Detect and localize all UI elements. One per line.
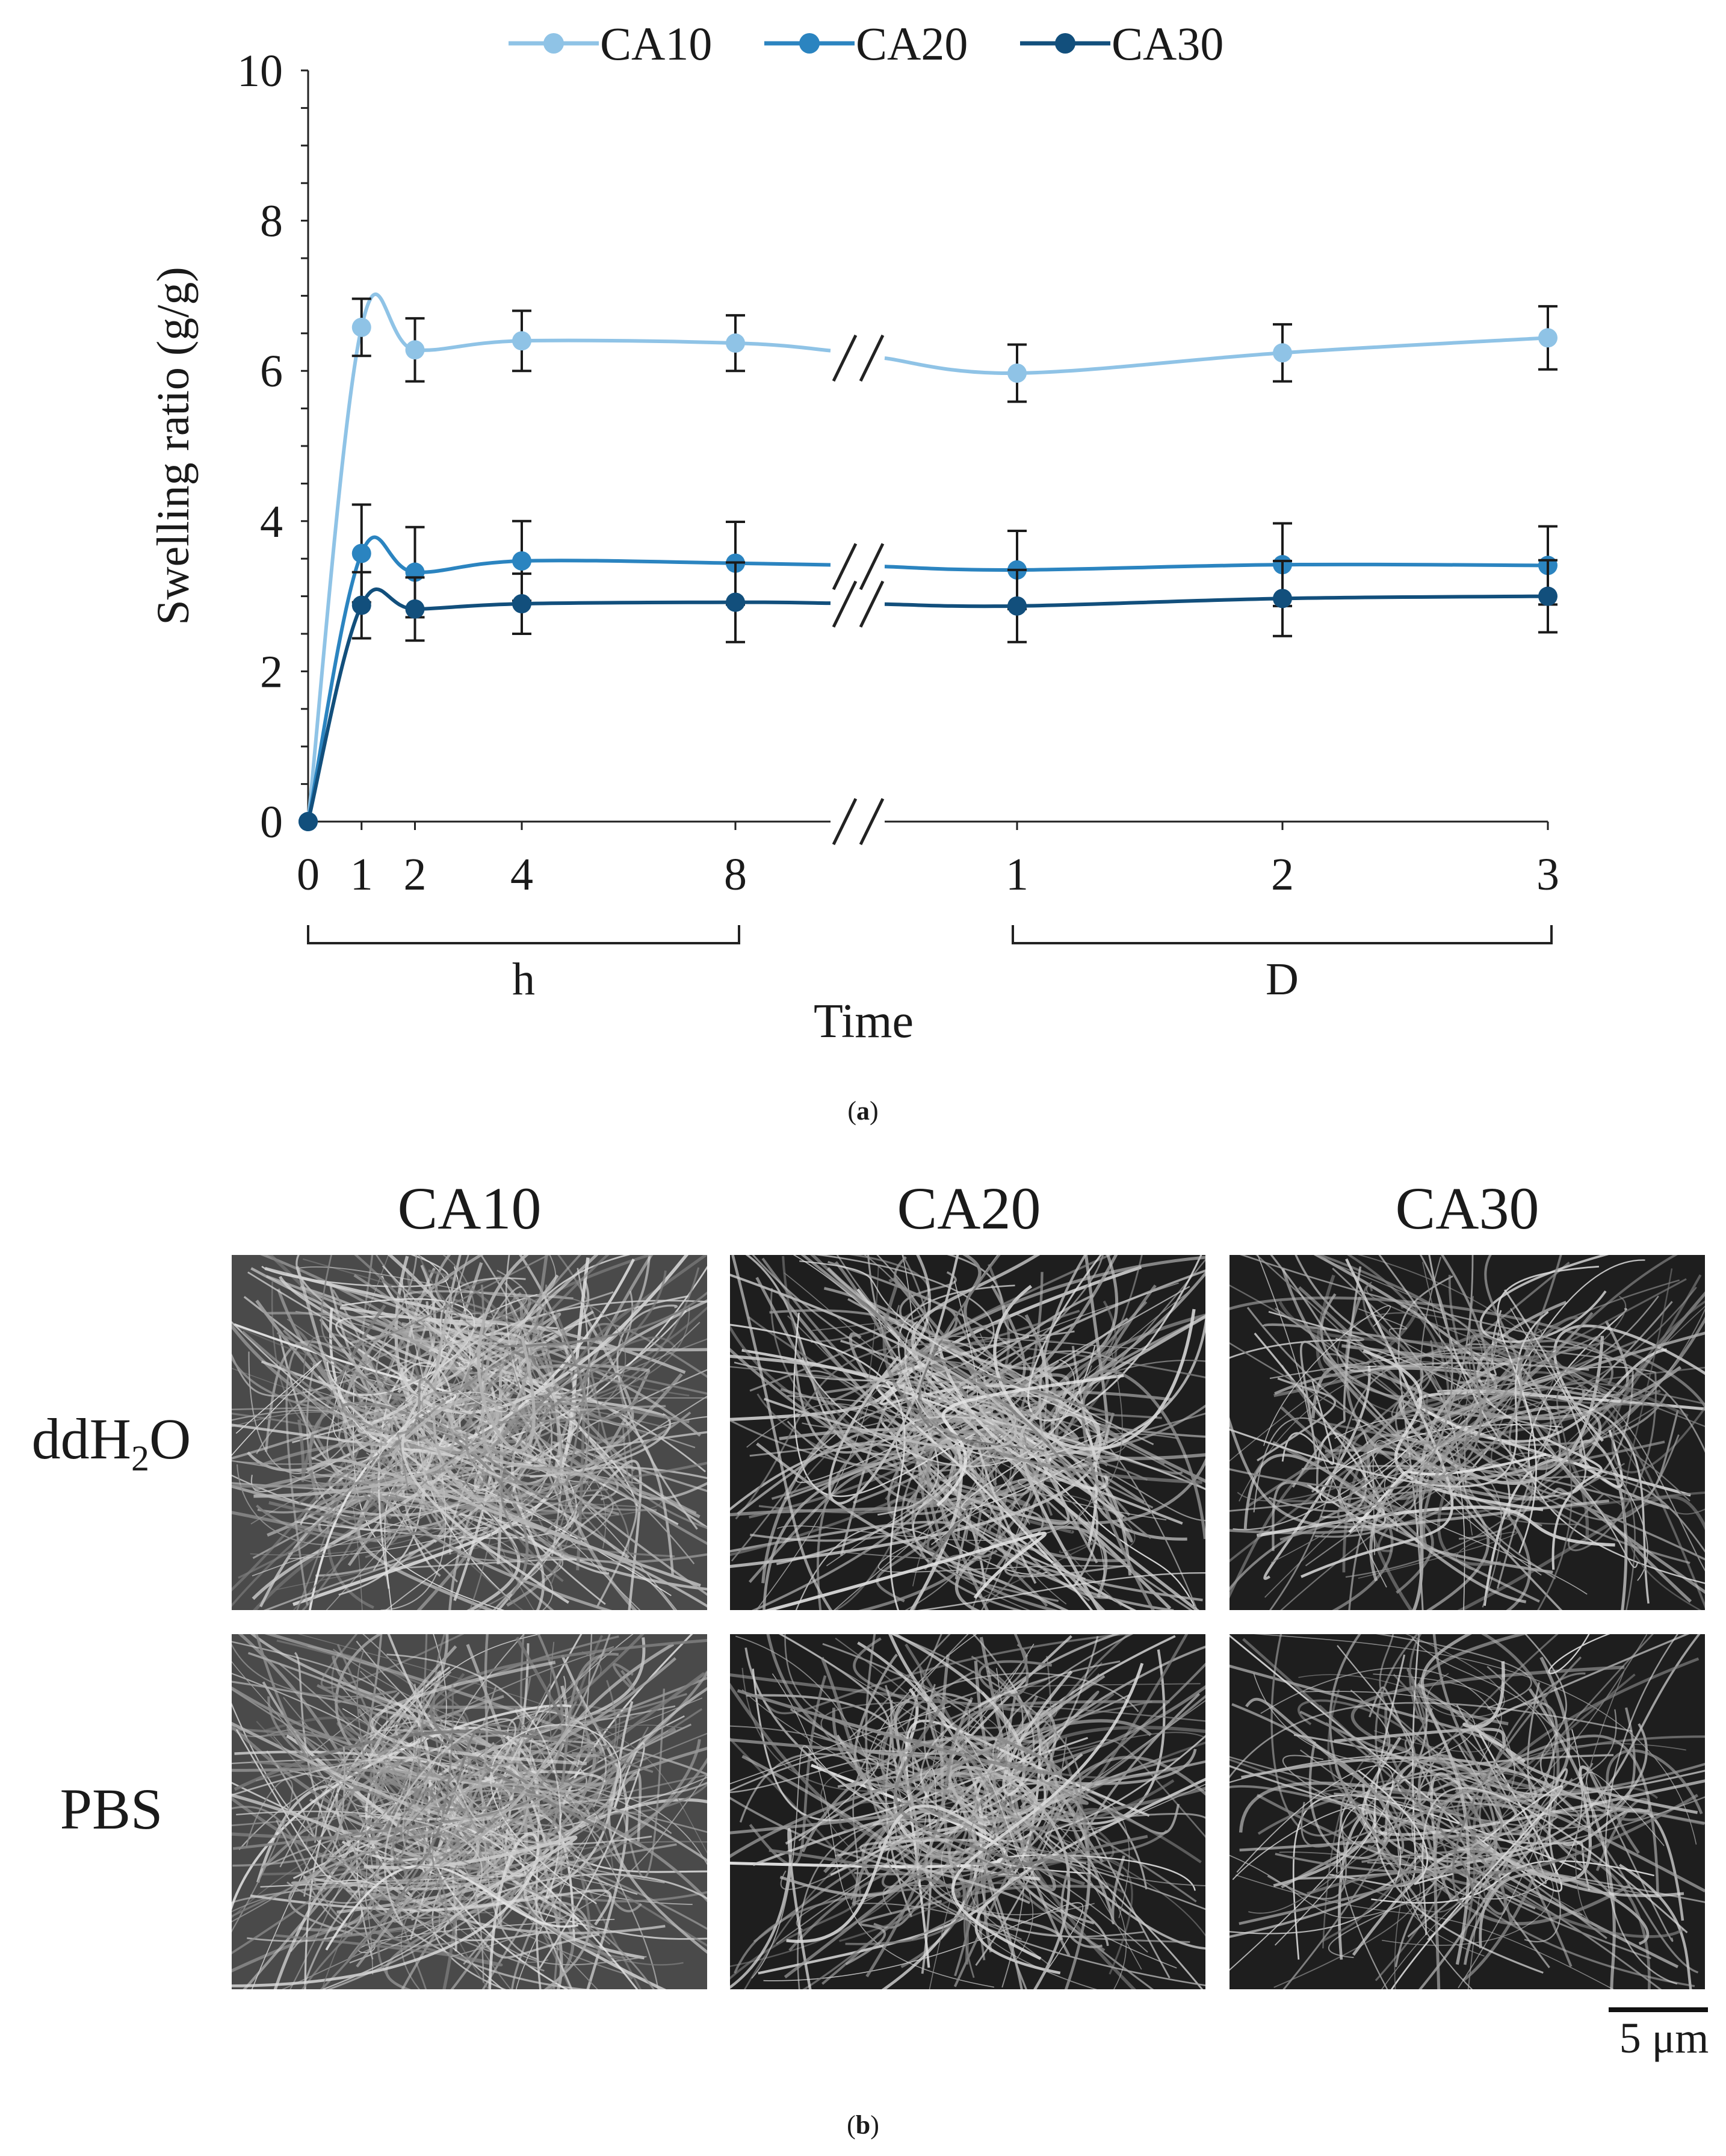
x-tick-label: 1 bbox=[350, 849, 373, 900]
data-point bbox=[1007, 596, 1027, 616]
x-tick-label: 2 bbox=[404, 849, 427, 900]
series-line-days bbox=[884, 562, 1548, 572]
data-point bbox=[512, 551, 531, 571]
y-tick-label: 4 bbox=[260, 497, 283, 547]
data-point bbox=[405, 599, 425, 619]
y-axis-label: Swelling ratio (g/g) bbox=[148, 267, 199, 625]
x-axis-break-mark bbox=[832, 798, 858, 846]
sem-row-title-ddh2o: ddH2O bbox=[31, 1407, 191, 1479]
series-line-hours bbox=[306, 292, 831, 822]
panel-label-b: (b) bbox=[847, 2110, 879, 2140]
panel-label-a: (a) bbox=[847, 1096, 879, 1126]
series-ca30 bbox=[298, 559, 1557, 831]
series-line-days bbox=[884, 336, 1548, 375]
sem-column-title-ca10: CA10 bbox=[397, 1175, 542, 1242]
data-point bbox=[405, 340, 425, 360]
legend-label: CA30 bbox=[1112, 17, 1223, 70]
x-group-bracket-hours-label: h bbox=[512, 954, 535, 1005]
series-break-mark bbox=[859, 580, 885, 628]
y-tick-label: 8 bbox=[260, 196, 283, 247]
series-break-mark bbox=[859, 543, 885, 590]
sem-column-title-ca30: CA30 bbox=[1395, 1175, 1539, 1242]
x-tick-label: 3 bbox=[1536, 849, 1559, 900]
data-point bbox=[1273, 589, 1292, 609]
y-tick-label: 10 bbox=[237, 46, 283, 96]
data-point bbox=[1273, 343, 1292, 363]
sem-image-ca20-ddh2o bbox=[730, 1255, 1205, 1610]
series-break-mark bbox=[832, 580, 858, 628]
data-point bbox=[351, 317, 371, 337]
data-point bbox=[351, 595, 371, 615]
x-group-bracket-days-label: D bbox=[1266, 954, 1299, 1005]
series-break-mark bbox=[859, 334, 885, 382]
sem-image-ca30-ddh2o bbox=[1230, 1255, 1705, 1610]
scale-bar-label: 5 μm bbox=[1619, 2014, 1709, 2062]
legend-marker bbox=[799, 33, 820, 54]
y-tick-label: 0 bbox=[260, 797, 283, 847]
scale-bar bbox=[1609, 2007, 1708, 2012]
data-point bbox=[1007, 363, 1027, 383]
series-ca20 bbox=[298, 503, 1557, 831]
data-point bbox=[726, 333, 745, 353]
x-tick-label: 8 bbox=[724, 849, 747, 900]
x-axis-label: Time bbox=[814, 995, 914, 1048]
legend-marker bbox=[543, 33, 564, 54]
x-group-bracket-days bbox=[1012, 925, 1553, 944]
chart-legend: CA10 CA20 CA30 bbox=[509, 17, 1223, 70]
series-line-days bbox=[884, 594, 1548, 609]
legend-item-ca20: CA20 bbox=[764, 17, 968, 70]
data-point bbox=[512, 594, 531, 614]
legend-item-ca30: CA30 bbox=[1020, 17, 1223, 70]
series-break-mark bbox=[832, 334, 858, 382]
legend-item-ca10: CA10 bbox=[509, 17, 712, 70]
legend-marker bbox=[1055, 33, 1075, 54]
series-line-hours bbox=[306, 535, 831, 822]
x-tick-label: 1 bbox=[1006, 849, 1028, 900]
sem-row-title-pbs: PBS bbox=[60, 1777, 163, 1841]
sem-image-ca30-pbs bbox=[1230, 1634, 1705, 1989]
data-point bbox=[1538, 586, 1557, 606]
series-break-mark bbox=[832, 543, 858, 590]
sem-image-ca10-pbs bbox=[232, 1634, 707, 1989]
x-group-bracket-hours bbox=[307, 925, 740, 944]
data-point bbox=[351, 544, 371, 563]
x-tick-label: 2 bbox=[1271, 849, 1294, 900]
legend-label: CA20 bbox=[856, 17, 968, 70]
x-tick-label: 4 bbox=[510, 849, 533, 900]
sem-column-title-ca20: CA20 bbox=[897, 1175, 1041, 1242]
y-tick-label: 2 bbox=[260, 646, 283, 697]
y-tick-label: 6 bbox=[260, 346, 283, 397]
data-point bbox=[1538, 328, 1557, 348]
sem-image-ca20-pbs bbox=[730, 1634, 1205, 1989]
series-line-hours bbox=[306, 587, 831, 822]
data-point bbox=[512, 331, 531, 351]
x-tick-label: 0 bbox=[297, 849, 320, 900]
data-point bbox=[298, 812, 318, 831]
x-axis-break-mark bbox=[859, 798, 885, 846]
legend-label: CA10 bbox=[600, 17, 712, 70]
sem-image-ca10-ddh2o bbox=[232, 1255, 707, 1610]
data-point bbox=[726, 592, 745, 612]
chart-series bbox=[298, 292, 1557, 831]
